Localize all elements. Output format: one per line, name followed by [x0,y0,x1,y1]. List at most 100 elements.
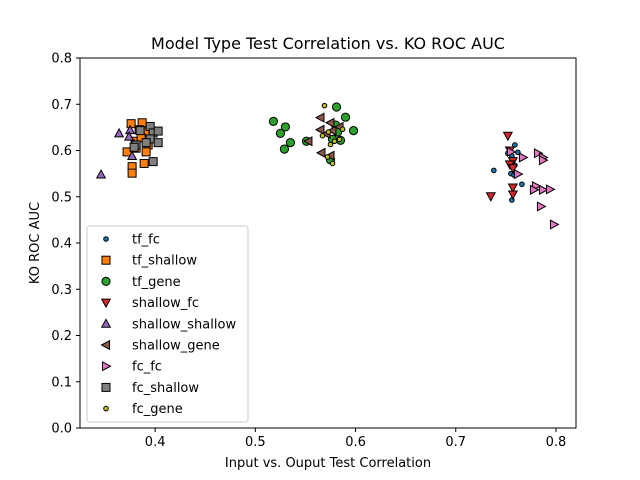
plot-frame [79,57,577,429]
legend-item-shallow-shallow: shallow_shallow [100,317,236,332]
data-point [324,117,335,128]
data-point [319,132,326,139]
data-point [139,158,149,168]
data-point [513,168,524,180]
data-point [538,155,549,166]
legend-label: fc_gene [132,402,183,417]
data-point [507,190,519,200]
x-tick-label: 0.5 [245,435,266,450]
data-point [336,136,343,143]
data-point [314,124,325,135]
y-axis-ticks: 0.0 0.1 0.2 0.3 0.4 0.5 0.6 0.7 0.8 [51,52,80,437]
legend-marker [100,298,112,309]
data-point [113,127,125,138]
y-tick-label: 0.5 [51,190,72,205]
x-axis-label: Input vs. Ouput Test Correlation [225,456,431,471]
legend-item-tf-shallow: tf_shallow [101,254,197,269]
data-point [327,141,334,148]
legend-marker [101,255,111,265]
x-tick-label: 0.7 [445,435,466,450]
data-point [512,142,518,148]
data-point [518,152,529,163]
data-point [491,167,497,174]
data-point [324,154,331,160]
data-point [325,129,332,135]
legend-label: shallow_shallow [132,317,236,332]
legend-frame [86,225,249,423]
data-point [279,144,290,154]
legend-label: tf_fc [132,233,160,248]
series-fc-fc [506,146,560,230]
data-point [285,138,296,148]
data-point [141,138,151,148]
y-tick-label: 0.2 [51,329,72,344]
legend-marker [103,405,109,412]
y-tick-label: 0.1 [51,375,72,390]
legend-marker [100,318,112,328]
data-point [502,131,513,142]
data-point [529,184,540,195]
chart-title: Model Type Test Correlation vs. KO ROC A… [151,34,505,53]
data-point [485,192,496,202]
legend-label: shallow_fc [132,296,199,311]
data-point [275,128,286,138]
y-tick-label: 0.6 [51,144,72,159]
legend: tf_fc tf_shallow tf_gene shallow_fc shallow_… [86,225,249,423]
data-point [348,126,359,136]
legend-item-shallow-gene: shallow_gene [100,339,220,354]
legend-marker [100,339,110,351]
y-tick-label: 0.7 [51,98,72,113]
data-point [302,136,313,147]
data-point [536,201,547,212]
data-point [95,168,107,179]
y-tick-label: 0.0 [51,422,72,437]
data-point [506,146,517,158]
data-point [123,131,135,141]
data-point [339,126,346,133]
data-point [507,164,519,174]
legend-item-fc-fc: fc_fc [102,360,162,375]
data-point [268,116,278,126]
legend-label: tf_gene [132,275,181,290]
data-point [153,126,163,136]
series-fc-shallow [129,121,163,167]
data-point [545,184,556,195]
x-tick-label: 0.6 [345,435,366,450]
data-point [127,168,137,178]
data-point [315,147,326,158]
legend-item-tf-gene: tf_gene [101,275,181,290]
data-point [148,157,158,167]
legend-item-shallow-fc: shallow_fc [100,296,199,311]
legend-item-tf-fc: tf_fc [103,233,160,248]
data-point [331,138,338,145]
data-point [507,183,519,194]
legend-label: fc_shallow [132,381,199,396]
y-tick-label: 0.8 [51,52,72,67]
y-tick-label: 0.3 [51,283,72,298]
legend-item-fc-gene: fc_gene [103,402,183,417]
data-point [326,125,337,136]
data-point [135,126,145,136]
data-point [538,184,549,195]
data-points [95,102,560,230]
data-point [126,150,138,161]
data-point [122,147,132,157]
legend-marker [101,276,111,286]
data-point [129,142,139,152]
legend-marker [103,236,109,242]
x-axis-ticks: 0.4 0.5 0.6 0.7 0.8 [145,428,566,450]
legend-marker [101,382,111,392]
y-tick-label: 0.4 [51,237,72,252]
data-point [321,102,328,109]
data-point [314,112,325,123]
series-fc-gene [319,102,346,167]
legend-marker [102,361,112,372]
legend-item-fc-shallow: fc_shallow [101,381,199,396]
data-point [340,112,351,122]
data-point [141,147,151,157]
legend-label: tf_shallow [132,254,197,269]
x-tick-label: 0.8 [546,435,567,450]
legend-label: fc_fc [132,360,162,375]
legend-label: shallow_gene [132,339,220,354]
